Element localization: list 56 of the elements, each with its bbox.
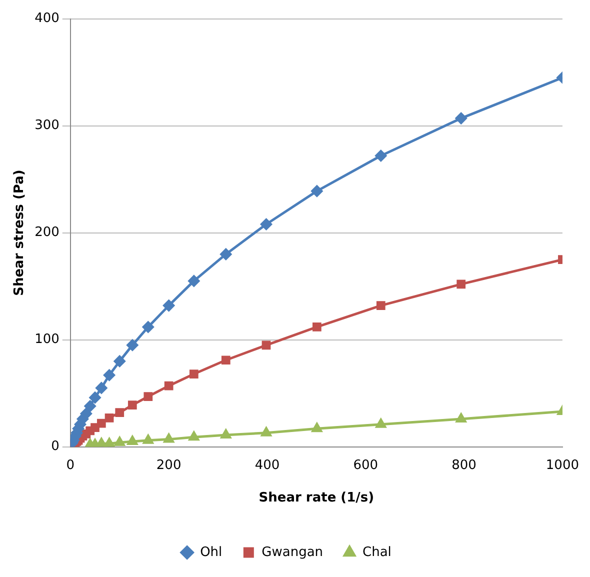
y-tick-label: 300 [34,118,60,134]
point [455,112,467,124]
x-axis-title: Shear rate (1/s) [258,490,374,506]
point [142,321,154,333]
point [262,340,271,350]
point [144,392,153,401]
point [89,392,101,404]
point [188,431,200,441]
x-tick-label: 600 [353,458,378,473]
point [164,434,174,443]
point [311,185,323,197]
point [456,280,466,289]
legend-label: Chal [362,544,392,560]
point [220,248,232,260]
point [90,423,100,432]
point [80,408,92,420]
point [261,427,272,436]
point [126,339,138,351]
point [376,301,386,310]
point [188,275,200,287]
y-tick-label: 400 [34,11,60,26]
point [96,418,106,428]
x-tick-label: 200 [156,458,182,473]
point [96,382,108,394]
y-tick-label: 0 [51,439,60,454]
point [143,434,154,444]
legend-label: Ohl [200,544,222,560]
point [260,218,272,230]
point [127,436,138,445]
point [220,429,232,439]
point [163,300,175,312]
point [456,413,466,422]
x-tick-label: 1000 [546,458,580,473]
point [114,436,125,446]
x-tick-label: 0 [66,458,75,473]
point [375,150,387,162]
point [189,370,198,378]
point [312,322,322,332]
point [96,438,107,447]
y-axis-title: Shear stress (Pa) [12,170,28,296]
point [115,408,124,417]
y-tick-label: 200 [34,225,60,240]
point [221,356,230,365]
point [84,400,96,412]
point [104,369,116,381]
point [164,381,174,390]
point [128,400,137,410]
point [104,438,114,447]
point [104,413,114,422]
y-tick-label: 100 [34,332,60,348]
point [114,355,126,367]
x-tick-label: 400 [254,458,280,473]
point [376,418,386,428]
point [312,422,322,432]
legend-label: Gwangan [262,544,324,560]
x-tick-label: 800 [452,458,476,473]
